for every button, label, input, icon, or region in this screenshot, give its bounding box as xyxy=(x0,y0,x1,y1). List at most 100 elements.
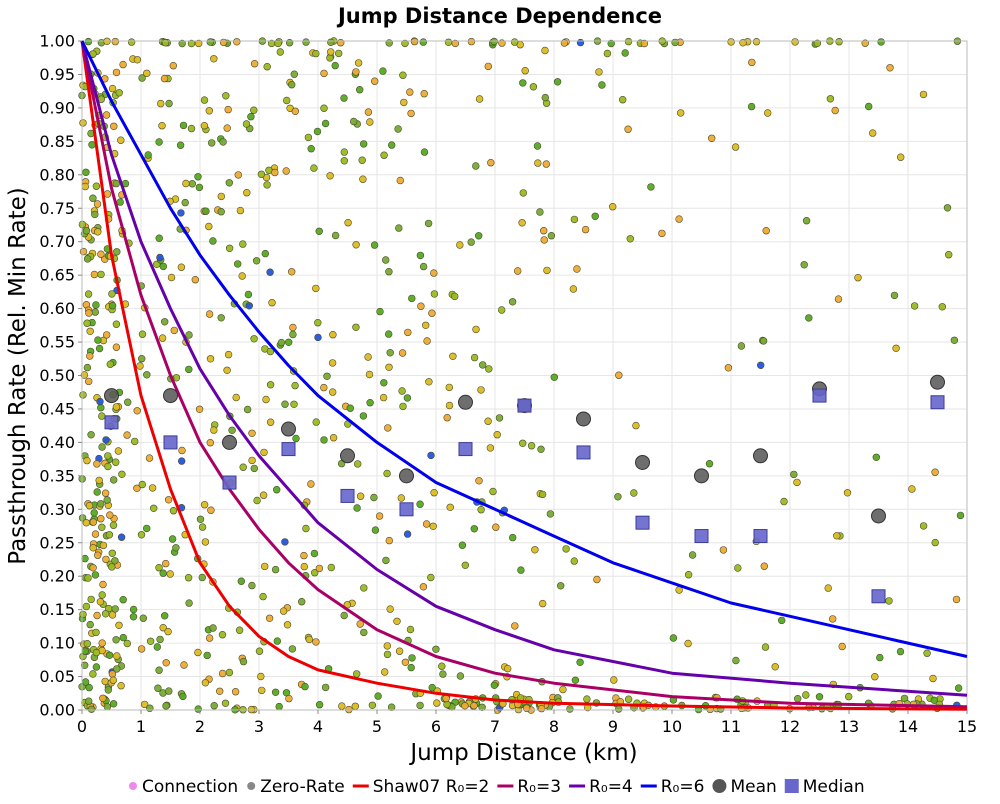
median-marker xyxy=(458,442,473,457)
x-tick-label: 10 xyxy=(662,717,682,736)
scatter-point xyxy=(571,676,580,684)
scatter-point xyxy=(956,511,965,520)
scatter-point xyxy=(802,217,811,225)
x-tick-label: 9 xyxy=(608,717,618,736)
scatter-point xyxy=(472,325,480,334)
scatter-point xyxy=(385,268,393,276)
scatter-point xyxy=(277,338,286,347)
scatter-point xyxy=(172,544,180,552)
x-tick-label: 0 xyxy=(77,717,87,736)
scatter-point xyxy=(546,510,555,518)
scatter-point xyxy=(763,109,772,117)
scatter-point xyxy=(559,685,567,694)
scatter-point xyxy=(245,302,254,310)
scatter-point xyxy=(257,672,265,681)
scatter-point xyxy=(908,485,916,493)
scatter-point xyxy=(430,489,438,497)
scatter-point xyxy=(417,302,425,310)
x-tick-label: 15 xyxy=(957,717,977,736)
legend-item: Mean xyxy=(712,777,777,797)
scatter-point xyxy=(271,565,280,574)
x-tick-label: 7 xyxy=(490,717,500,736)
scatter-point xyxy=(553,78,562,86)
scatter-point xyxy=(161,318,169,326)
scatter-point xyxy=(90,270,99,279)
scatter-point xyxy=(876,653,884,662)
axis-ticks: 0 1 2 3 4 5 6 7 8 9 10 11 12 13 14 150.000.050.100.150.… xyxy=(39,32,977,737)
scatter-point xyxy=(266,347,275,356)
scatter-point xyxy=(85,683,93,692)
scatter-point xyxy=(364,108,373,116)
scatter-point xyxy=(340,611,348,620)
scatter-point xyxy=(195,405,204,413)
scatter-point xyxy=(259,592,267,601)
scatter-point xyxy=(289,330,297,339)
scatter-point xyxy=(222,92,230,100)
scatter-point xyxy=(844,692,853,701)
scatter-point xyxy=(185,599,193,607)
scatter-point xyxy=(225,668,234,677)
scatter-point xyxy=(285,694,293,703)
scatter-point xyxy=(237,577,246,585)
x-tick-label: 2 xyxy=(195,717,205,736)
legend-label: R₀=4 xyxy=(589,777,633,797)
scatter-point xyxy=(273,637,281,645)
scatter-point xyxy=(445,383,453,392)
scatter-point xyxy=(98,412,106,420)
scatter-point xyxy=(467,37,476,46)
y-tick-label: 0.25 xyxy=(39,533,75,552)
scatter-point xyxy=(508,298,517,306)
scatter-point xyxy=(438,662,446,670)
scatter-point xyxy=(800,261,808,269)
scatter-point xyxy=(93,460,101,468)
scatter-point xyxy=(92,648,101,657)
scatter-point xyxy=(79,119,87,127)
scatter-point xyxy=(892,344,900,352)
scatter-point xyxy=(381,668,389,676)
scatter-point xyxy=(217,208,225,216)
scatter-point xyxy=(581,225,590,234)
scatter-point xyxy=(282,167,290,175)
scatter-point xyxy=(397,494,405,502)
scatter-point xyxy=(113,652,121,660)
scatter-point xyxy=(117,136,125,144)
mean-marker xyxy=(163,388,178,404)
scatter-point xyxy=(428,683,436,692)
median-marker xyxy=(340,488,355,503)
legend-item: R₀=6 xyxy=(640,777,704,797)
scatter-point xyxy=(162,702,170,710)
scatter-point xyxy=(119,633,128,642)
scatter-point xyxy=(94,336,102,344)
scatter-point xyxy=(534,159,542,167)
scatter-point xyxy=(536,208,544,216)
scatter-point xyxy=(146,637,155,645)
scatter-point xyxy=(886,64,894,72)
scatter-point xyxy=(281,538,289,546)
scatter-point xyxy=(116,198,124,206)
scatter-point xyxy=(518,439,527,447)
scatter-point xyxy=(180,661,188,669)
scatter-point xyxy=(167,273,176,282)
scatter-point xyxy=(98,591,106,599)
scatter-point xyxy=(479,361,487,369)
scatter-point xyxy=(200,501,209,509)
scatter-point xyxy=(117,681,125,690)
scatter-point xyxy=(268,299,276,307)
curve-r-4 xyxy=(80,40,968,697)
scatter-point xyxy=(207,506,215,514)
scatter-point xyxy=(108,302,117,310)
scatter-point xyxy=(410,37,419,46)
scatter-point xyxy=(97,514,105,523)
scatter-point xyxy=(458,541,467,549)
scatter-point xyxy=(166,570,174,578)
scatter-point xyxy=(630,489,638,497)
scatter-point xyxy=(92,301,100,309)
y-tick-label: 1.00 xyxy=(39,32,75,51)
scatter-point xyxy=(647,183,655,191)
scatter-point xyxy=(791,38,799,46)
scatter-point xyxy=(470,701,478,710)
scatter-point xyxy=(108,84,117,93)
scatter-point xyxy=(84,37,93,46)
scatter-point xyxy=(298,597,306,606)
